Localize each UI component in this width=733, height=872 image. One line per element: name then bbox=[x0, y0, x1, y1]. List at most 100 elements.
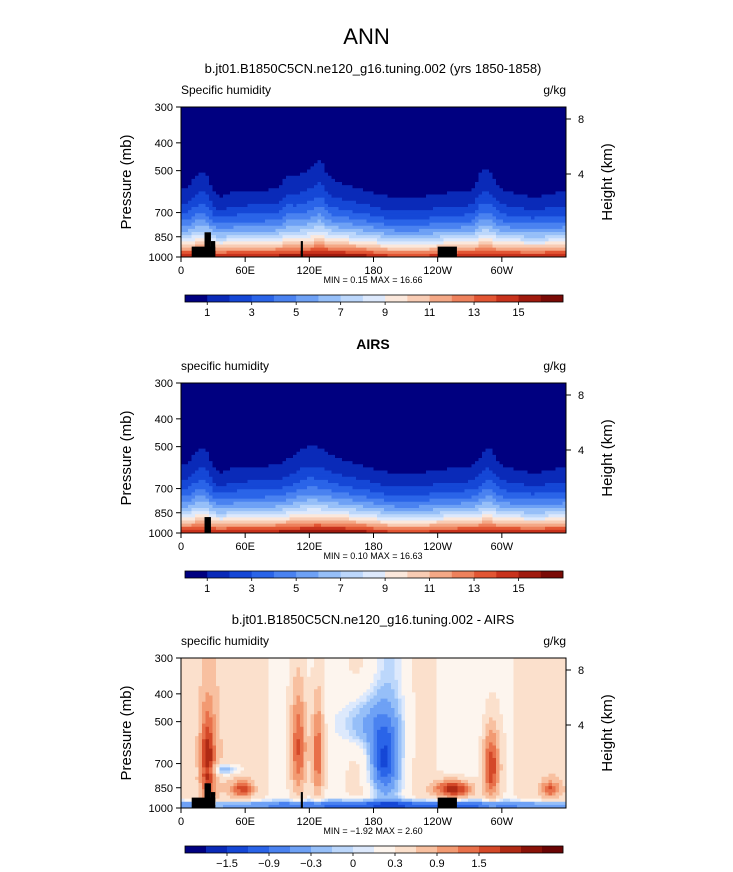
field-cell bbox=[387, 175, 392, 180]
field-cell bbox=[258, 225, 262, 230]
field-cell bbox=[251, 144, 255, 149]
field-cell bbox=[475, 200, 479, 205]
field-cell bbox=[258, 238, 262, 242]
field-cell bbox=[223, 216, 227, 220]
field-cell bbox=[482, 210, 486, 214]
field-cell bbox=[265, 194, 269, 199]
field-cell bbox=[233, 182, 238, 186]
field-cell bbox=[237, 197, 241, 202]
field-cell bbox=[520, 182, 525, 186]
field-cell bbox=[447, 191, 451, 195]
field-cell bbox=[205, 125, 210, 130]
field-cell bbox=[433, 191, 437, 195]
field-cell bbox=[478, 116, 483, 120]
field-cell bbox=[380, 197, 385, 202]
field-cell bbox=[324, 210, 329, 214]
field-cell bbox=[261, 228, 266, 233]
field-cell bbox=[408, 185, 413, 189]
field-cell bbox=[188, 188, 192, 192]
field-cell bbox=[447, 225, 451, 230]
field-cell bbox=[286, 160, 290, 164]
field-cell bbox=[275, 185, 280, 189]
field-cell bbox=[370, 163, 374, 167]
field-cell bbox=[279, 200, 283, 205]
field-cell bbox=[212, 197, 217, 202]
field-cell bbox=[226, 132, 231, 136]
field-cell bbox=[268, 141, 273, 145]
field-cell bbox=[219, 122, 224, 127]
field-cell bbox=[272, 175, 276, 180]
field-cell bbox=[342, 241, 346, 245]
field-cell bbox=[384, 163, 388, 167]
field-cell bbox=[289, 119, 294, 124]
field-cell bbox=[216, 147, 220, 152]
field-cell bbox=[289, 138, 294, 142]
field-cell bbox=[307, 247, 311, 252]
field-cell bbox=[307, 132, 311, 136]
field-cell bbox=[335, 135, 339, 139]
field-cell bbox=[492, 119, 497, 124]
field-cell bbox=[401, 203, 406, 208]
field-cell bbox=[272, 203, 276, 208]
field-cell bbox=[450, 119, 455, 124]
field-cell bbox=[524, 169, 528, 174]
field-cell bbox=[510, 253, 514, 257]
field-cell bbox=[398, 169, 402, 174]
field-cell bbox=[247, 122, 252, 127]
field-cell bbox=[275, 235, 280, 239]
field-cell bbox=[349, 188, 353, 192]
field-cell bbox=[436, 191, 441, 195]
field-cell bbox=[401, 225, 406, 230]
field-cell bbox=[478, 213, 483, 217]
field-cell bbox=[359, 141, 364, 145]
field-cell bbox=[335, 238, 339, 242]
field-cell bbox=[205, 147, 210, 152]
field-cell bbox=[436, 157, 441, 161]
field-cell bbox=[307, 235, 311, 239]
field-cell bbox=[338, 172, 343, 177]
field-cell bbox=[541, 150, 546, 155]
field-cell bbox=[513, 150, 518, 155]
field-cell bbox=[356, 222, 360, 227]
field-cell bbox=[422, 210, 427, 214]
field-cell bbox=[275, 144, 280, 149]
field-cell bbox=[401, 210, 406, 214]
field-cell bbox=[268, 244, 273, 249]
field-cell bbox=[506, 216, 511, 220]
field-cell bbox=[499, 132, 504, 136]
field-cell bbox=[419, 141, 423, 145]
field-cell bbox=[363, 147, 367, 152]
field-cell bbox=[293, 225, 297, 230]
field-cell bbox=[440, 172, 444, 177]
field-cell bbox=[541, 178, 546, 183]
field-cell bbox=[380, 222, 385, 227]
field-cell bbox=[408, 247, 413, 252]
field-cell bbox=[219, 182, 224, 186]
field-cell bbox=[485, 178, 490, 183]
field-cell bbox=[359, 203, 364, 208]
field-cell bbox=[429, 122, 434, 127]
field-cell bbox=[359, 125, 364, 130]
field-cell bbox=[352, 232, 357, 236]
field-cell bbox=[478, 238, 483, 242]
field-cell bbox=[359, 128, 364, 133]
field-cell bbox=[363, 185, 367, 189]
field-cell bbox=[506, 125, 511, 130]
field-cell bbox=[534, 247, 539, 252]
field-cell bbox=[191, 147, 196, 152]
field-cell bbox=[524, 232, 528, 236]
field-cell bbox=[387, 119, 392, 124]
field-cell bbox=[391, 110, 395, 114]
field-cell bbox=[517, 147, 521, 152]
field-cell bbox=[373, 169, 378, 174]
field-cell bbox=[310, 219, 315, 224]
field-cell bbox=[345, 228, 350, 233]
field-cell bbox=[373, 203, 378, 208]
field-cell bbox=[226, 113, 231, 117]
field-cell bbox=[461, 116, 465, 120]
field-cell bbox=[506, 210, 511, 214]
field-cell bbox=[303, 244, 308, 249]
field-cell bbox=[412, 110, 416, 114]
field-cell bbox=[275, 219, 280, 224]
field-cell bbox=[314, 253, 318, 257]
